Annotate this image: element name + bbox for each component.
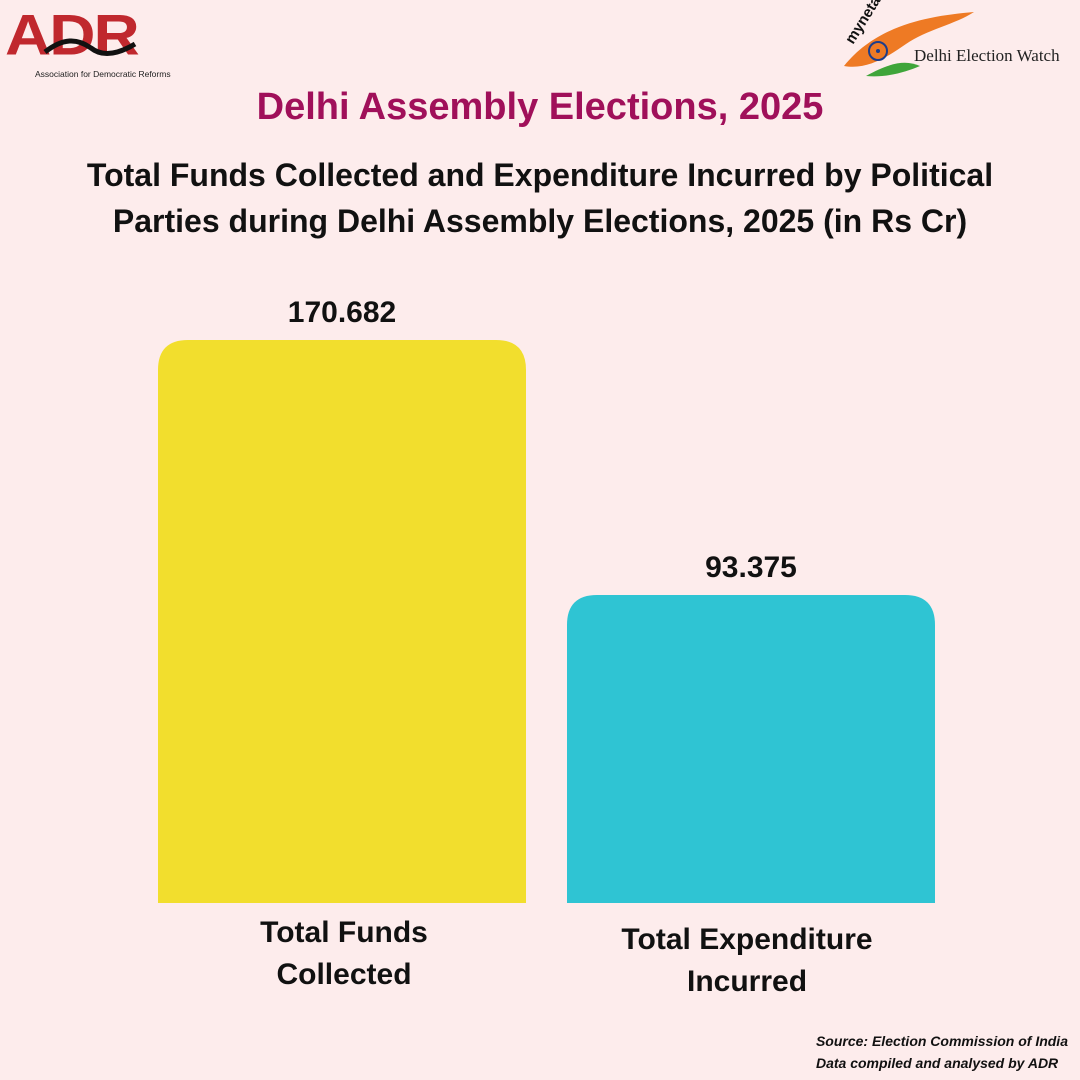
bar-value-label: 93.375 [705,551,797,584]
source-note: Source: Election Commission of India Dat… [816,1030,1068,1074]
adr-logo-subtitle: Association for Democratic Reforms [35,69,171,79]
bar-value-label: 170.682 [288,296,396,329]
adr-logo: ADR Association for Democratic Reforms [5,6,171,79]
adr-logo-swoosh [43,38,137,56]
category-label: Collected [276,958,411,991]
category-label: Total Expenditure [621,923,872,956]
analysis-line: Data compiled and analysed by ADR [815,1055,1059,1071]
bar-total-expenditure-incurred [567,594,935,903]
category-label: Total Funds [260,916,428,949]
bar-total-funds-collected [158,340,526,903]
election-watch-text: Delhi Election Watch [914,46,1060,65]
chart-title: Total Funds Collected and Expenditure In… [86,157,994,239]
myneta-logo: myneta.info Delhi Election Watch [836,0,1076,82]
page-heading: Delhi Assembly Elections, 2025 [256,86,824,128]
source-line: Source: Election Commission of India [815,1033,1068,1049]
india-flag-swoosh-icon [844,12,974,77]
category-label: Incurred [687,965,807,998]
